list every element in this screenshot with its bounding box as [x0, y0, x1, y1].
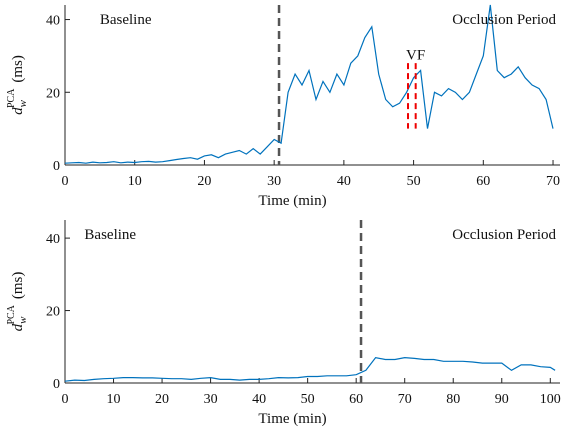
- x-tick-label: 60: [349, 392, 363, 407]
- y-tick-label: 40: [46, 232, 60, 247]
- y-tick-label: 40: [46, 14, 60, 29]
- y-tick-label: 0: [53, 159, 60, 174]
- y-axis-label: dwPCA (ms): [6, 55, 29, 115]
- y-tick-label: 20: [46, 305, 60, 320]
- annotation: Baseline: [84, 227, 136, 243]
- x-tick-label: 10: [128, 174, 142, 189]
- y-label-sup: PCA: [6, 304, 17, 324]
- x-tick-label: 60: [476, 174, 490, 189]
- x-tick-label: 70: [546, 174, 560, 189]
- x-axis-label: Time (min): [258, 411, 326, 427]
- y-label-sub: w: [17, 99, 29, 107]
- y-label-sup: PCA: [6, 88, 17, 108]
- y-axis-label: dwPCA (ms): [6, 272, 29, 332]
- y-tick-label: 20: [46, 86, 60, 101]
- x-tick-label: 30: [267, 174, 281, 189]
- y-label-unit: (ms): [10, 55, 26, 83]
- x-tick-label: 40: [252, 392, 266, 407]
- x-tick-label: 100: [540, 392, 561, 407]
- x-tick-label: 10: [107, 392, 121, 407]
- x-tick-label: 0: [62, 174, 69, 189]
- data-line: [64, 356, 556, 382]
- x-tick-label: 80: [446, 392, 460, 407]
- x-tick-label: 50: [407, 174, 421, 189]
- y-tick-label: 0: [53, 377, 60, 392]
- y-label-unit: (ms): [10, 272, 26, 300]
- annotation: VF: [406, 48, 425, 64]
- x-tick-label: 40: [337, 174, 351, 189]
- x-axis-label: Time (min): [258, 193, 326, 209]
- x-tick-label: 0: [62, 392, 69, 407]
- x-tick-label: 20: [155, 392, 169, 407]
- x-tick-label: 50: [301, 392, 315, 407]
- annotation: Baseline: [100, 12, 152, 28]
- y-label-sub: w: [17, 316, 29, 324]
- x-tick-label: 90: [495, 392, 509, 407]
- data-line: [64, 4, 554, 164]
- x-tick-label: 70: [398, 392, 412, 407]
- y-label-base: d: [10, 323, 26, 331]
- annotation: Occlusion Period: [452, 227, 556, 243]
- x-tick-label: 30: [204, 392, 218, 407]
- y-label-base: d: [10, 107, 26, 115]
- annotation: Occlusion Period: [452, 12, 556, 28]
- x-tick-label: 20: [197, 174, 211, 189]
